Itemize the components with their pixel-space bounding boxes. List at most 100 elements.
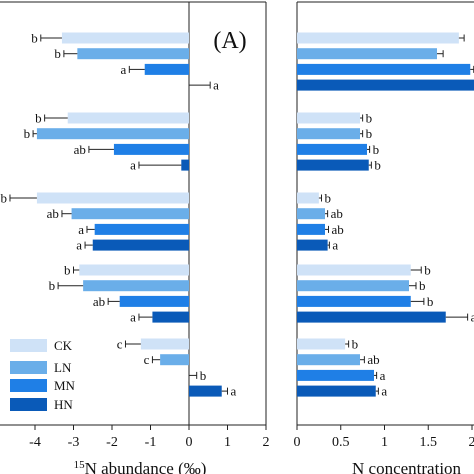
legend-label-hn: HN <box>54 397 73 412</box>
legend: CK LN MN HN <box>10 338 76 412</box>
significance-letter: ab <box>331 206 343 221</box>
bar-ck <box>297 32 459 44</box>
bar-ln <box>160 354 189 366</box>
significance-letter: a <box>213 78 219 93</box>
bar-ln <box>297 128 360 140</box>
significance-letter: a <box>78 222 84 237</box>
significance-letter: ab <box>74 142 86 157</box>
bar-ln <box>297 280 409 292</box>
significance-letter: a <box>130 158 136 173</box>
x-tick-label: -3 <box>68 435 80 450</box>
significance-letter: b <box>419 278 426 293</box>
significance-letter: b <box>325 191 332 206</box>
significance-letter: b <box>24 126 31 141</box>
x-tick-label: -4 <box>29 435 41 450</box>
bar-hn <box>297 239 328 251</box>
significance-letter: ab <box>332 222 344 237</box>
significance-letter: b <box>366 111 373 126</box>
bar-mn <box>113 143 189 155</box>
bar-ck <box>140 338 189 350</box>
x-tick-label: 2 <box>263 435 270 450</box>
x-tick-label: -2 <box>106 435 118 450</box>
bar-hn <box>189 385 222 397</box>
x-tick-label: 2 <box>469 435 474 450</box>
bar-hn <box>181 159 189 171</box>
significance-letter: b <box>424 263 431 278</box>
x-tick-label: 0 <box>294 435 301 450</box>
significance-letter: b <box>427 294 434 309</box>
bar-mn <box>119 295 189 307</box>
significance-letter: b <box>200 368 207 383</box>
significance-letter: a <box>380 368 386 383</box>
significance-letter: b <box>35 111 42 126</box>
bar-mn <box>297 63 471 75</box>
bar-ck <box>297 264 411 276</box>
significance-letter: a <box>130 310 136 325</box>
bar-ln <box>297 354 360 366</box>
bar-hn <box>92 239 189 251</box>
bar-ck <box>67 112 189 124</box>
significance-letter: a <box>121 62 127 77</box>
bar-ln <box>297 208 325 220</box>
significance-letter: a <box>381 384 387 399</box>
significance-letter: b <box>366 126 373 141</box>
bar-ck <box>61 32 190 44</box>
bar-ln <box>83 280 189 292</box>
legend-label-ln: LN <box>54 360 72 375</box>
bar-hn <box>152 311 189 323</box>
right-x-axis-ticks: 0 0.5 1 1.5 2 <box>294 425 474 450</box>
significance-letter: b <box>54 46 61 61</box>
left-panel: (A) -4 -3 -2 -1 0 1 2 bbaabbabababaabbabaccba … <box>0 1 270 474</box>
significance-letter: ab <box>367 352 379 367</box>
x-tick-label: 1 <box>224 435 231 450</box>
legend-label-ck: CK <box>54 338 73 353</box>
bar-hn <box>297 311 446 323</box>
bar-mn <box>297 143 367 155</box>
left-x-axis-title-superscript: 15 <box>74 459 86 471</box>
bar-mn <box>94 223 189 235</box>
significance-letter: b <box>31 31 38 46</box>
significance-letter: b <box>374 158 381 173</box>
bar-hn <box>297 385 376 397</box>
legend-swatch-mn <box>10 379 47 392</box>
left-x-axis-title-text: N abundance (‰) <box>85 459 207 474</box>
bar-ln <box>297 48 437 60</box>
legend-label-mn: MN <box>54 378 76 393</box>
x-tick-label: -1 <box>145 435 157 450</box>
bar-hn <box>297 159 369 171</box>
significance-letter: b <box>352 337 359 352</box>
significance-letter: b <box>373 142 380 157</box>
panel-label: (A) <box>213 28 246 54</box>
left-x-axis-ticks: -4 -3 -2 -1 0 1 2 <box>29 425 270 450</box>
bar-ck <box>297 192 319 204</box>
significance-letter: b <box>64 263 71 278</box>
bar-ln <box>77 48 189 60</box>
significance-letter: b <box>0 191 7 206</box>
legend-swatch-ln <box>10 361 47 374</box>
bar-mn <box>297 295 411 307</box>
significance-letter: a <box>231 384 237 399</box>
right-x-axis-title: N concentration <box>352 459 462 474</box>
significance-letter: c <box>117 337 123 352</box>
significance-letter: ab <box>93 294 105 309</box>
bar-mn <box>297 369 374 381</box>
x-tick-label: 1 <box>381 435 388 450</box>
bar-hn <box>297 79 474 91</box>
significance-letter: c <box>144 352 150 367</box>
x-tick-label: 1.5 <box>420 435 438 450</box>
bar-mn <box>144 63 189 75</box>
bar-ck <box>297 112 360 124</box>
x-tick-label: 0 <box>186 435 193 450</box>
bar-ln <box>36 128 189 140</box>
legend-swatch-hn <box>10 398 47 411</box>
x-tick-label: 0.5 <box>332 435 350 450</box>
significance-letter: a <box>332 238 338 253</box>
legend-swatch-ck <box>10 339 47 352</box>
bar-ck <box>36 192 189 204</box>
bar-mn <box>297 223 325 235</box>
significance-letter: a <box>471 310 474 325</box>
